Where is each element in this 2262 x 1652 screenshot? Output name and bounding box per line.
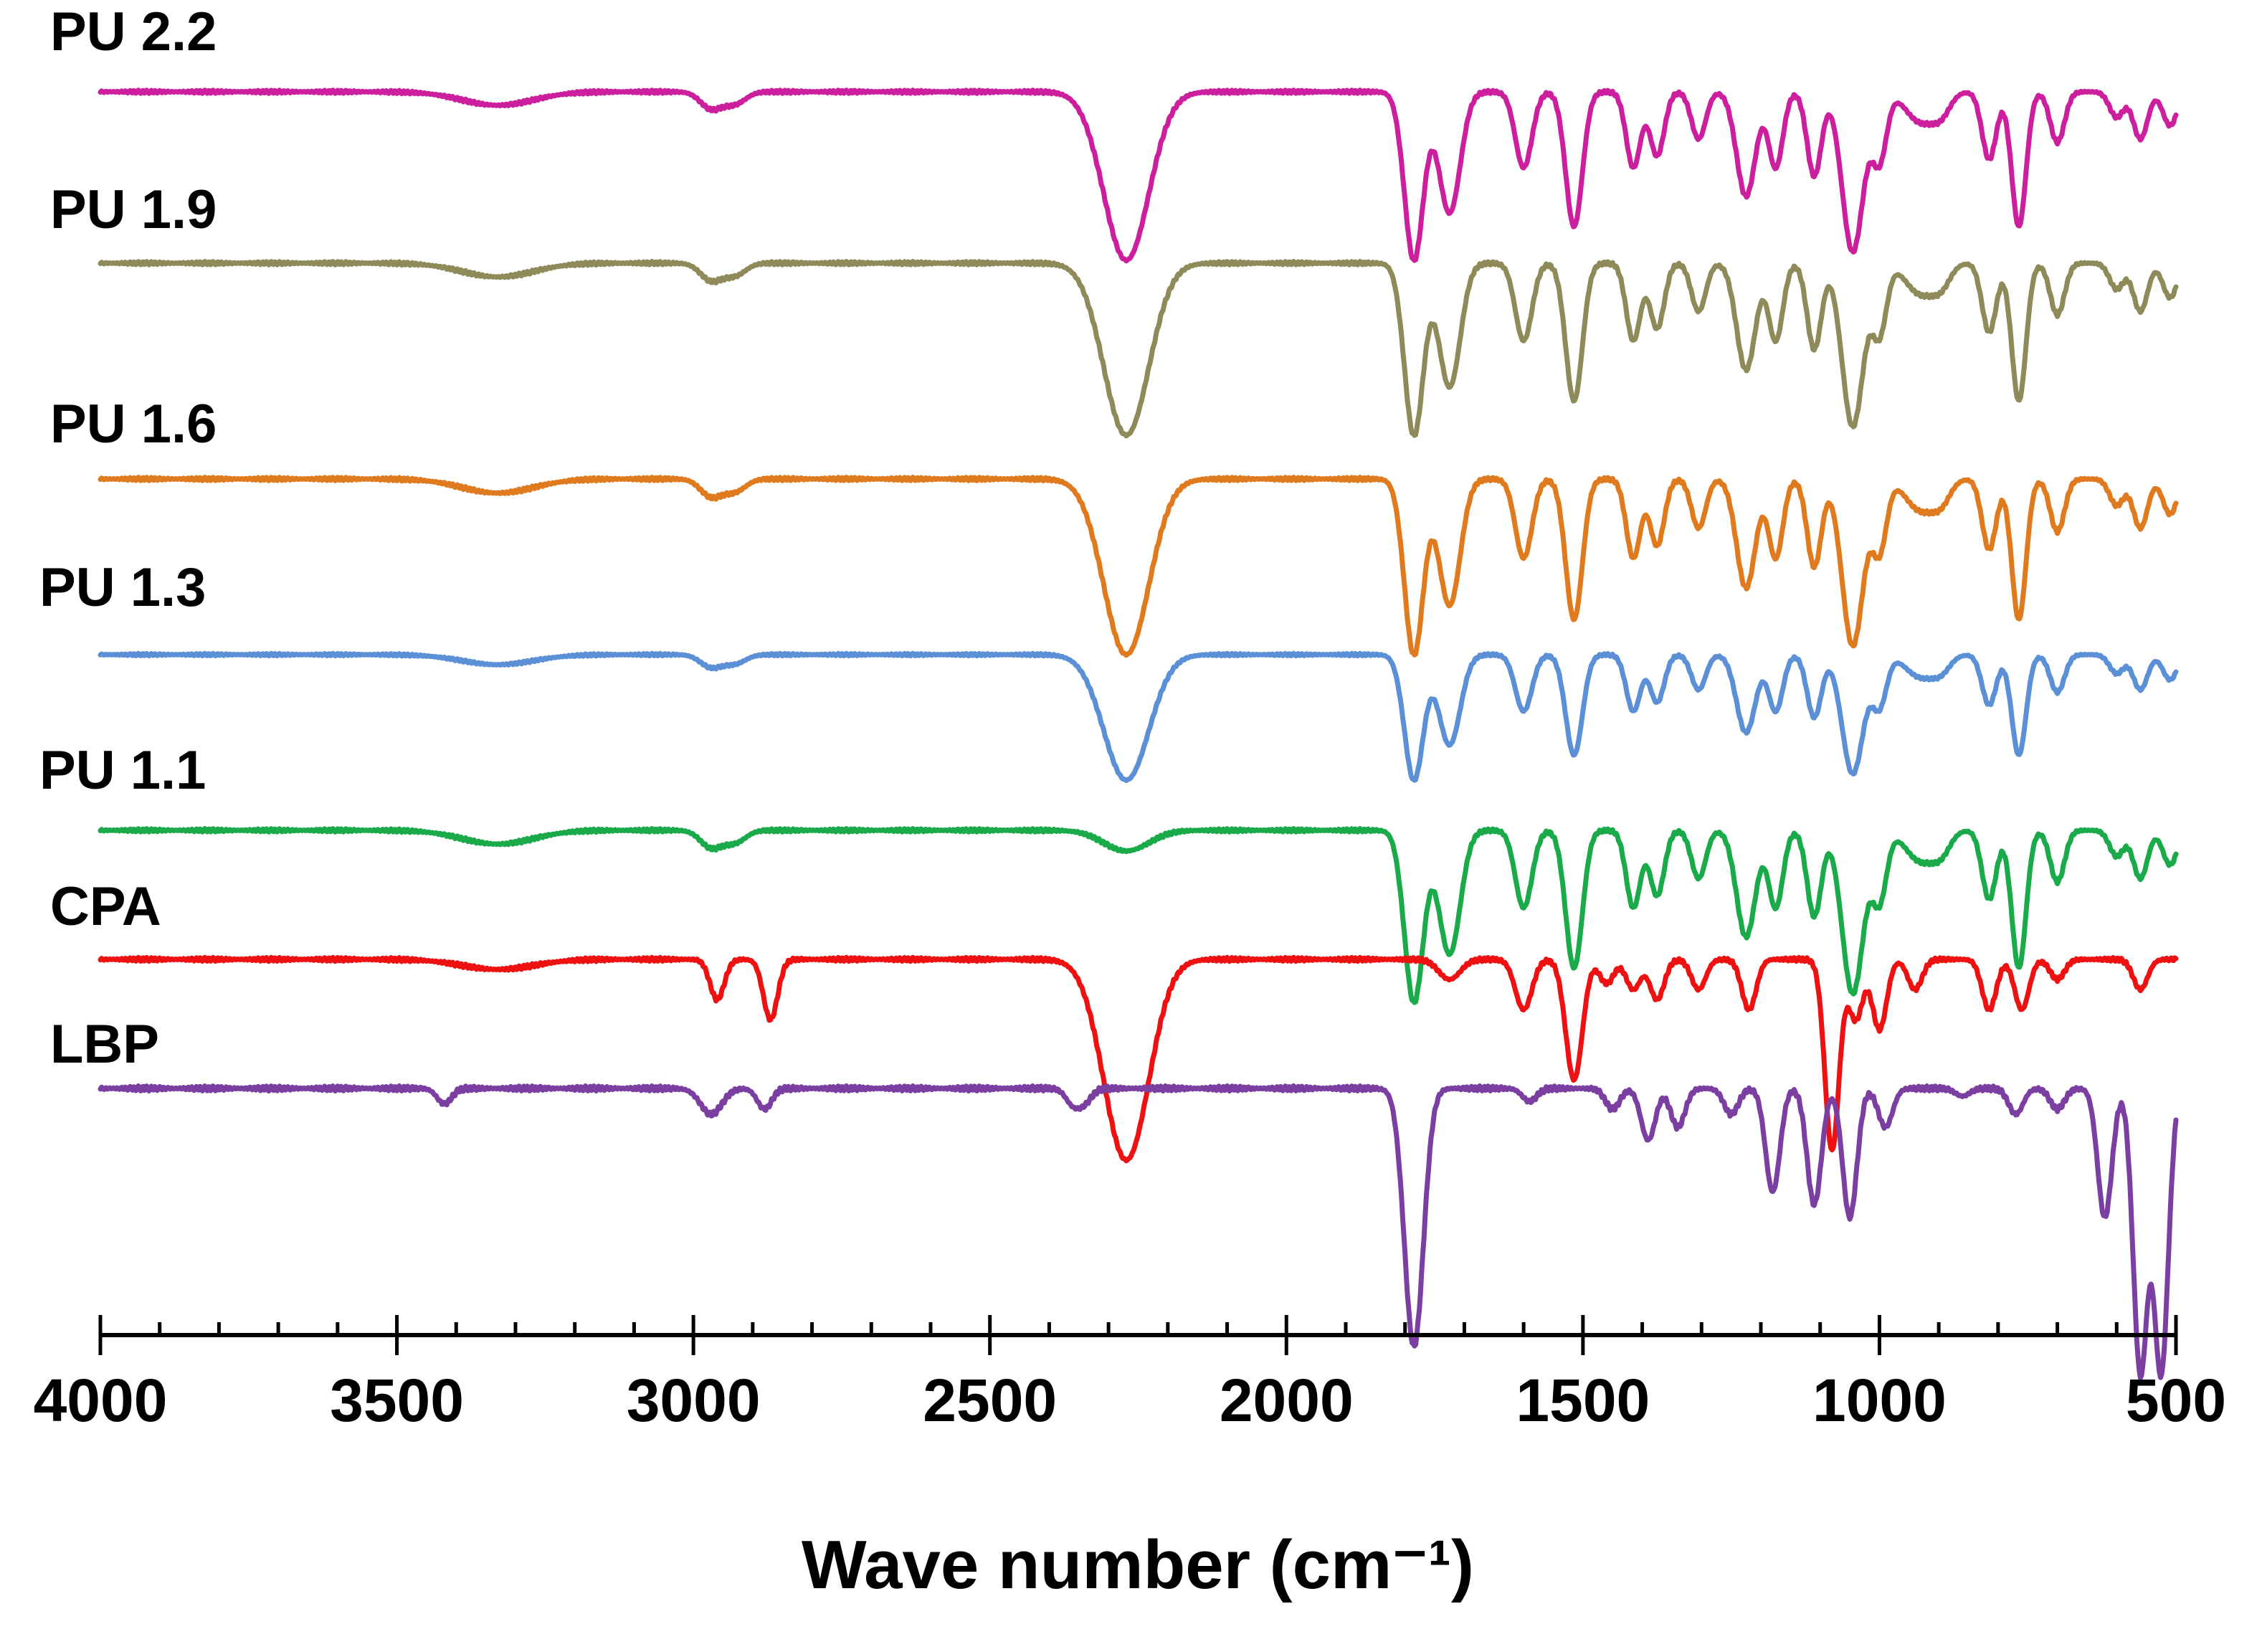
x-tick-label: 3500 <box>330 1367 464 1434</box>
x-tick-label: 2500 <box>923 1367 1057 1434</box>
series-label-cpa: CPA <box>50 876 161 937</box>
spectrum-line-cpa <box>98 954 2179 1164</box>
series-label-pu-1-9: PU 1.9 <box>50 179 217 240</box>
x-tick-label: 3000 <box>627 1367 761 1434</box>
x-axis-ticks: 4000 3500 3000 2500 2000 1500 1000 500 <box>34 1315 2226 1434</box>
spectrum-line-pu-1-6 <box>98 475 2179 658</box>
series-layer <box>98 87 2179 1381</box>
x-tick-label: 1500 <box>1516 1367 1650 1434</box>
x-tick-label: 500 <box>2126 1367 2226 1434</box>
spectrum-line-pu-1-1 <box>98 826 2179 1005</box>
spectrum-line-pu-1-9 <box>98 259 2179 439</box>
spectrum-line-pu-1-3 <box>98 650 2179 784</box>
series-label-pu-1-6: PU 1.6 <box>50 394 217 455</box>
series-label-pu-1-3: PU 1.3 <box>39 557 206 618</box>
spectrum-line-lbp <box>98 1083 2179 1381</box>
series-label-pu-1-1: PU 1.1 <box>39 740 206 801</box>
spectrum-line-pu-2-2 <box>98 87 2179 264</box>
x-tick-label: 4000 <box>34 1367 168 1434</box>
x-tick-label: 2000 <box>1220 1367 1354 1434</box>
x-axis-title: Wave number (cm⁻¹) <box>802 1527 1474 1603</box>
x-tick-label: 1000 <box>1812 1367 1947 1434</box>
series-label-pu-2-2: PU 2.2 <box>50 1 217 62</box>
series-label-layer: PU 2.2 PU 1.9 PU 1.6 PU 1.3 PU 1.1 CPA LBP <box>39 1 217 1075</box>
series-label-lbp: LBP <box>50 1014 159 1075</box>
